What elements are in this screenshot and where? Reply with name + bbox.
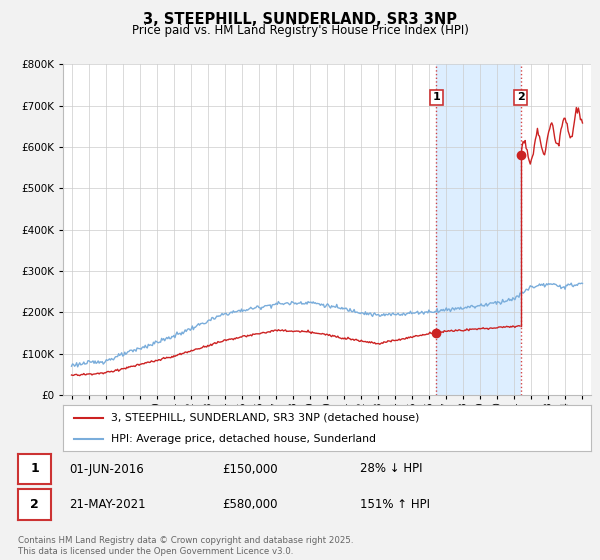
Text: 1: 1 [433,92,440,102]
Text: Price paid vs. HM Land Registry's House Price Index (HPI): Price paid vs. HM Land Registry's House … [131,24,469,37]
Text: 21-MAY-2021: 21-MAY-2021 [69,498,146,511]
Text: 01-JUN-2016: 01-JUN-2016 [69,463,144,475]
Text: Contains HM Land Registry data © Crown copyright and database right 2025.
This d: Contains HM Land Registry data © Crown c… [18,536,353,556]
Text: 151% ↑ HPI: 151% ↑ HPI [360,498,430,511]
Text: 2: 2 [30,498,39,511]
Text: 28% ↓ HPI: 28% ↓ HPI [360,463,422,475]
Text: 2: 2 [517,92,525,102]
Bar [436,64,521,395]
Text: 3, STEEPHILL, SUNDERLAND, SR3 3NP (detached house): 3, STEEPHILL, SUNDERLAND, SR3 3NP (detac… [110,413,419,423]
Text: £580,000: £580,000 [222,498,277,511]
Text: £150,000: £150,000 [222,463,278,475]
Text: 3, STEEPHILL, SUNDERLAND, SR3 3NP: 3, STEEPHILL, SUNDERLAND, SR3 3NP [143,12,457,27]
Text: 1: 1 [30,463,39,475]
Text: HPI: Average price, detached house, Sunderland: HPI: Average price, detached house, Sund… [110,435,376,444]
